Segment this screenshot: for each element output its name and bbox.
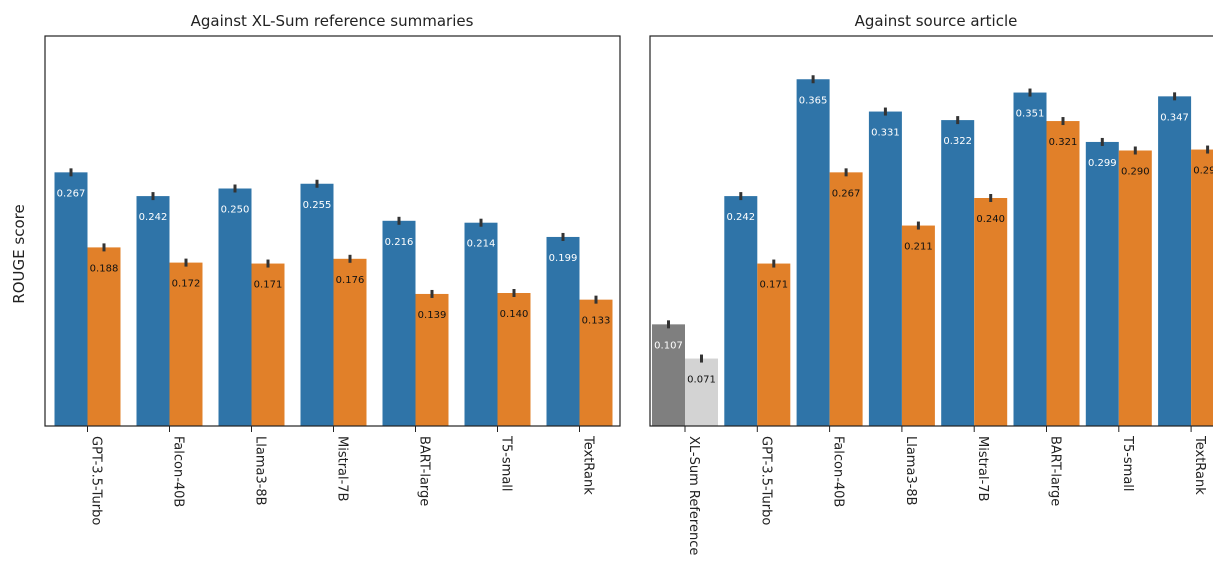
panel-title: Against XL-Sum reference summaries	[191, 12, 474, 30]
bar	[579, 299, 613, 426]
bar	[54, 172, 88, 426]
data-label: 0.250	[221, 205, 250, 216]
data-label: 0.322	[943, 136, 972, 147]
data-label: 0.255	[303, 200, 332, 211]
data-label: 0.242	[139, 212, 168, 223]
data-label: 0.214	[467, 239, 496, 250]
x-tick-label: Llama3-8B	[253, 436, 268, 506]
bar	[1013, 92, 1047, 427]
bar	[796, 79, 830, 426]
bar	[685, 358, 718, 426]
bar	[497, 293, 531, 426]
bar	[415, 293, 449, 426]
bar	[941, 120, 975, 426]
panel-source-article: Against source article 0.107 0.071 XL-Sum …	[649, 12, 1213, 555]
bar	[1046, 121, 1080, 427]
data-label: 0.331	[871, 128, 900, 139]
bar	[136, 196, 170, 426]
data-label: 0.071	[687, 375, 716, 386]
data-label: 0.171	[254, 280, 283, 291]
data-label: 0.240	[976, 214, 1005, 225]
data-label: 0.267	[832, 188, 861, 199]
x-tick-label: TextRank	[1192, 435, 1207, 495]
data-label: 0.133	[582, 316, 611, 327]
x-tick-label: XL-Sum Reference	[686, 436, 701, 555]
x-tick-label: GPT-3.5-Turbo	[758, 436, 773, 525]
bar	[333, 258, 367, 426]
data-label: 0.171	[759, 280, 788, 291]
bar	[251, 263, 285, 426]
x-tick-label: GPT-3.5-Turbo	[89, 436, 104, 525]
bar	[546, 236, 580, 426]
data-label: 0.176	[336, 275, 365, 286]
data-label: 0.139	[418, 310, 447, 321]
panel-title: Against source article	[855, 12, 1018, 30]
data-label: 0.188	[90, 263, 119, 274]
x-tick-label: BART-large	[417, 436, 432, 506]
x-tick-label: Falcon-40B	[171, 436, 186, 507]
x-tick-label: Falcon-40B	[831, 436, 846, 507]
data-label: 0.107	[654, 340, 683, 351]
data-label: 0.351	[1016, 109, 1045, 120]
bar	[829, 172, 863, 426]
bar	[87, 247, 121, 426]
bar	[868, 111, 902, 427]
bar	[382, 220, 416, 426]
data-label: 0.172	[172, 279, 201, 290]
data-label: 0.291	[1193, 166, 1213, 177]
bar	[169, 262, 203, 426]
bar	[974, 198, 1008, 426]
data-label: 0.140	[500, 309, 529, 320]
x-tick-label: Mistral-7B	[975, 436, 990, 502]
plot-frame	[649, 35, 1213, 427]
plot-frame	[44, 35, 621, 427]
bar	[652, 324, 685, 426]
y-axis-label: ROUGE score	[10, 204, 28, 303]
data-label: 0.321	[1049, 137, 1078, 148]
bar	[1191, 149, 1213, 427]
x-tick-label: T5-small	[1120, 435, 1135, 492]
bar	[300, 183, 334, 426]
data-label: 0.290	[1121, 167, 1150, 178]
data-label: 0.216	[385, 237, 414, 248]
bar	[1085, 141, 1119, 426]
data-label: 0.211	[904, 242, 933, 253]
bar	[464, 222, 498, 426]
data-label: 0.267	[57, 188, 86, 199]
x-tick-label: TextRank	[581, 435, 596, 495]
bar	[218, 188, 252, 426]
bar	[724, 196, 758, 426]
data-label: 0.365	[799, 95, 828, 106]
x-tick-label: T5-small	[499, 435, 514, 492]
bar	[757, 263, 791, 426]
bar	[1158, 96, 1192, 426]
x-tick-label: BART-large	[1048, 436, 1063, 506]
data-label: 0.347	[1160, 112, 1189, 123]
data-label: 0.242	[726, 212, 755, 223]
data-label: 0.299	[1088, 158, 1117, 169]
data-label: 0.199	[549, 253, 578, 264]
x-tick-label: Mistral-7B	[335, 436, 350, 502]
bar	[1118, 150, 1152, 426]
bar	[901, 225, 935, 426]
x-tick-label: Llama3-8B	[903, 436, 918, 506]
panel-reference-summaries: Against XL-Sum reference summaries 0.267…	[44, 12, 621, 525]
